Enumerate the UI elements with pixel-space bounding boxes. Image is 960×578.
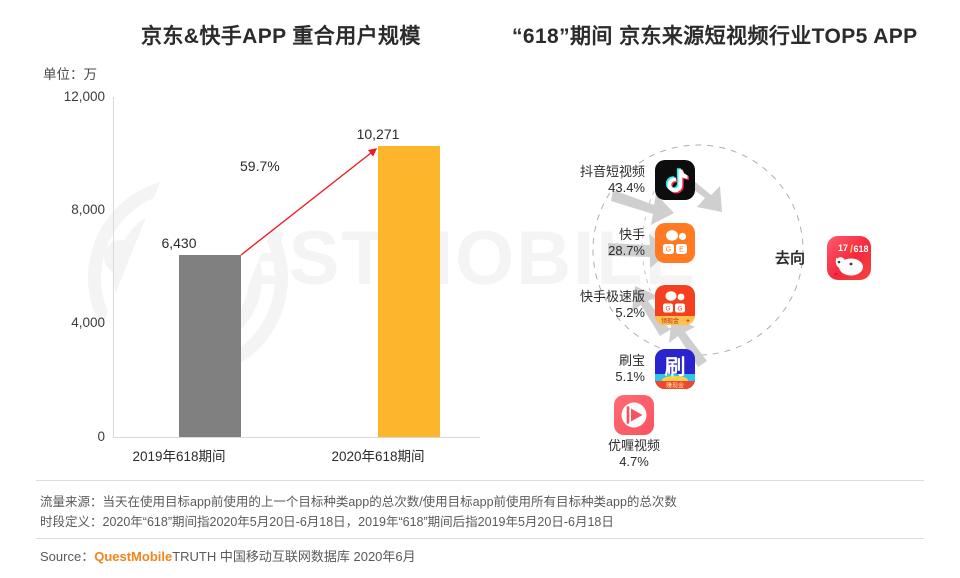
svg-text:领现金: 领现金 — [661, 317, 679, 325]
app-label-douyin: 抖音短视频 43.4% — [535, 164, 645, 195]
jingdong-icon[interactable]: 17 / 618 — [827, 236, 871, 280]
unit-label: 单位：万 — [43, 67, 97, 82]
y-axis-tick-0: 0 — [97, 429, 105, 444]
x-axis-line — [113, 437, 480, 438]
app-name-kuaishou-jisu: 快手极速版 — [579, 289, 645, 305]
app-label-kuaishou-jisu: 快手极速版 5.2% — [520, 289, 645, 320]
bar-chart: 单位：万 12,000 8,000 4,000 0 6,4 — [0, 55, 480, 475]
app-pct-kuaishou-jisu: 5.2% — [615, 305, 645, 320]
kuaishou-jisu-icon[interactable]: G G 领现金 ✦ — [655, 285, 695, 325]
svg-text:17: 17 — [838, 243, 848, 253]
app-name-youli: 优喱视频 — [608, 438, 661, 453]
bar-value-2020: 10,271 — [356, 126, 400, 142]
footer-note-source-definition: 流量来源：当天在使用目标app前使用的上一个目标种类app的总次数/使用目标ap… — [40, 495, 677, 509]
svg-text:刷: 刷 — [665, 355, 686, 379]
flow-diagram: 抖音短视频 43.4% 快手 28.7% — [480, 55, 960, 475]
douyin-icon[interactable] — [655, 160, 695, 200]
app-label-shuabao: 刷宝 5.1% — [555, 353, 645, 384]
footer-divider-top — [36, 480, 924, 481]
app-pct-kuaishou: 28.7% — [608, 243, 645, 258]
app-label-youli: 优喱视频 4.7% — [608, 438, 660, 469]
app-pct-douyin: 43.4% — [608, 180, 645, 195]
footer-note-period-definition: 时段定义：2020年“618”期间指2020年5月20日-6月18日，2019年… — [40, 515, 614, 529]
footer: 流量来源：当天在使用目标app前使用的上一个目标种类app的总次数/使用目标ap… — [0, 480, 960, 578]
svg-text:G: G — [666, 247, 671, 254]
y-axis-tick-8000: 8,000 — [71, 202, 105, 217]
youli-icon[interactable] — [614, 395, 654, 435]
flow-graphics — [592, 144, 804, 367]
kuaishou-icon[interactable]: G E — [655, 223, 695, 263]
svg-text:/: / — [850, 244, 853, 256]
app-row-kuaishou: 快手 28.7% G E — [535, 223, 695, 263]
app-label-kuaishou: 快手 28.7% — [535, 227, 645, 258]
app-name-kuaishou: 快手 — [618, 227, 645, 243]
right-chart-title: “618”期间 京东来源短视频行业TOP5 APP — [512, 25, 918, 48]
growth-arrow — [240, 148, 378, 256]
app-row-shuabao: 刷宝 5.1% 刷 赚现金 — [555, 349, 695, 389]
left-chart-title: 京东&快手APP 重合用户规模 — [141, 25, 421, 48]
svg-text:✦: ✦ — [685, 317, 691, 325]
x-axis-tick-2019: 2019年618期间 — [132, 449, 226, 464]
x-axis-tick-2020: 2020年618期间 — [331, 449, 425, 464]
svg-text:赚现金: 赚现金 — [666, 382, 684, 389]
destination-label: 去向 — [775, 250, 806, 267]
growth-percentage: 59.7% — [240, 158, 280, 174]
app-row-douyin: 抖音短视频 43.4% — [535, 160, 695, 200]
footer-divider-bottom — [36, 538, 924, 539]
app-row-youli: 优喱视频 4.7% — [608, 395, 660, 469]
svg-text:618: 618 — [853, 244, 868, 254]
bar-2020[interactable] — [378, 146, 440, 437]
source-brand: QuestMobile — [94, 549, 173, 564]
app-row-kuaishou-jisu: 快手极速版 5.2% G G 领现金 ✦ — [520, 285, 695, 325]
app-pct-shuabao: 5.1% — [615, 369, 645, 384]
y-axis-tick-12000: 12,000 — [63, 89, 105, 104]
app-pct-youli: 4.7% — [619, 453, 649, 469]
app-name-douyin: 抖音短视频 — [579, 164, 645, 180]
svg-text:G: G — [678, 306, 683, 313]
source-line: Source：QuestMobileTRUTH 中国移动互联网数据库 2020年… — [40, 546, 416, 565]
svg-text:E: E — [679, 247, 684, 254]
dashed-circle — [592, 144, 804, 356]
shuabao-icon[interactable]: 刷 赚现金 — [655, 349, 695, 389]
source-prefix: Source： — [40, 549, 95, 564]
plot-area — [114, 97, 480, 437]
svg-text:G: G — [666, 306, 671, 313]
source-rest: TRUTH 中国移动互联网数据库 2020年6月 — [172, 549, 416, 564]
y-axis-tick-4000: 4,000 — [71, 315, 105, 330]
bar-value-2019: 6,430 — [161, 235, 197, 251]
app-name-shuabao: 刷宝 — [618, 353, 645, 369]
